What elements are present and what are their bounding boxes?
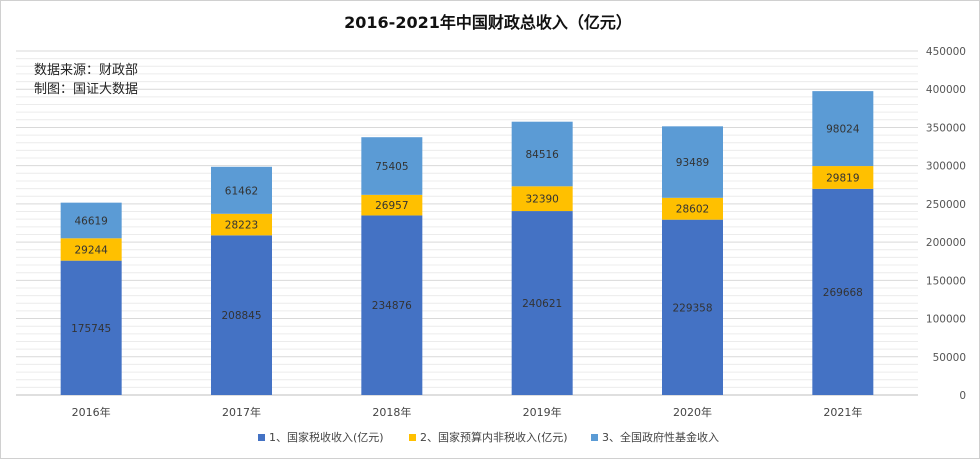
y-tick-label: 200000 [926, 237, 966, 249]
legend-swatch [591, 434, 598, 441]
data-label: 26957 [375, 200, 408, 212]
bar-segment [60, 260, 122, 395]
bar-segment [211, 166, 272, 214]
bar-segment [60, 238, 122, 261]
bar-segment [511, 121, 573, 187]
legend-swatch [409, 434, 416, 441]
data-label: 234876 [372, 300, 412, 312]
data-label: 75405 [375, 161, 408, 173]
bar-segment [812, 166, 874, 189]
y-tick-label: 250000 [926, 199, 966, 211]
y-axis: 0 50000 100000 150000 200000 250000 300000 3500… [926, 46, 966, 402]
bar-segment [662, 197, 723, 220]
data-label: 29819 [826, 172, 859, 184]
data-label: 84516 [525, 149, 559, 161]
data-label: 269668 [823, 287, 863, 299]
legend-label: 1、国家税收收入(亿元) [269, 430, 384, 444]
legend-label: 2、国家预算内非税收入(亿元) [420, 430, 568, 444]
data-label: 28223 [225, 220, 258, 232]
x-tick-label: 2021年 [823, 405, 862, 419]
chart-title: 2016-2021年中国财政总收入（亿元） [344, 13, 632, 32]
bars: 175745 29244 46619 208845 28223 61462 234876 26… [60, 91, 874, 395]
legend: 1、国家税收收入(亿元) 2、国家预算内非税收入(亿元) 3、全国政府性基金收入 [258, 430, 719, 444]
data-label: 29244 [74, 244, 108, 256]
bar-segment [511, 186, 573, 212]
bar-segment [662, 126, 723, 198]
bar-segment [361, 215, 423, 395]
x-axis: 2016年 2017年 2018年 2019年 2020年 2021年 [72, 405, 863, 419]
x-tick-label: 2017年 [222, 405, 261, 419]
y-tick-label: 450000 [926, 46, 966, 58]
y-tick-label: 100000 [926, 314, 966, 326]
x-tick-label: 2018年 [372, 405, 411, 419]
bar-segment [60, 202, 122, 239]
data-label: 98024 [826, 124, 860, 136]
y-tick-label: 150000 [926, 275, 966, 287]
data-label: 32390 [525, 194, 558, 206]
data-label: 93489 [676, 157, 709, 169]
y-tick-label: 0 [959, 390, 966, 402]
bar-segment [511, 211, 573, 395]
bar-segment [211, 235, 272, 395]
credit-note: 制图：国证大数据 [34, 82, 138, 97]
data-label: 229358 [672, 302, 712, 314]
bar-segment [812, 188, 874, 395]
x-tick-label: 2016年 [72, 405, 111, 419]
data-label: 208845 [221, 310, 261, 322]
data-label: 61462 [225, 185, 258, 197]
y-tick-label: 400000 [926, 84, 966, 96]
x-tick-label: 2020年 [673, 405, 712, 419]
legend-label: 3、全国政府性基金收入 [602, 430, 719, 444]
y-tick-label: 300000 [926, 161, 966, 173]
y-tick-label: 50000 [933, 352, 966, 364]
bar-segment [211, 213, 272, 236]
source-note: 数据来源：财政部 [34, 63, 138, 78]
data-label: 46619 [74, 215, 107, 227]
data-label: 175745 [71, 323, 111, 335]
bar-segment [361, 137, 423, 195]
x-tick-label: 2019年 [523, 405, 562, 419]
bar-segment [812, 91, 874, 167]
data-label: 240621 [522, 298, 562, 310]
gridlines [16, 50, 918, 396]
data-label: 28602 [676, 204, 709, 216]
bar-segment [361, 194, 423, 216]
legend-swatch [258, 434, 265, 441]
bar-segment [662, 219, 723, 395]
y-tick-label: 350000 [926, 122, 966, 134]
